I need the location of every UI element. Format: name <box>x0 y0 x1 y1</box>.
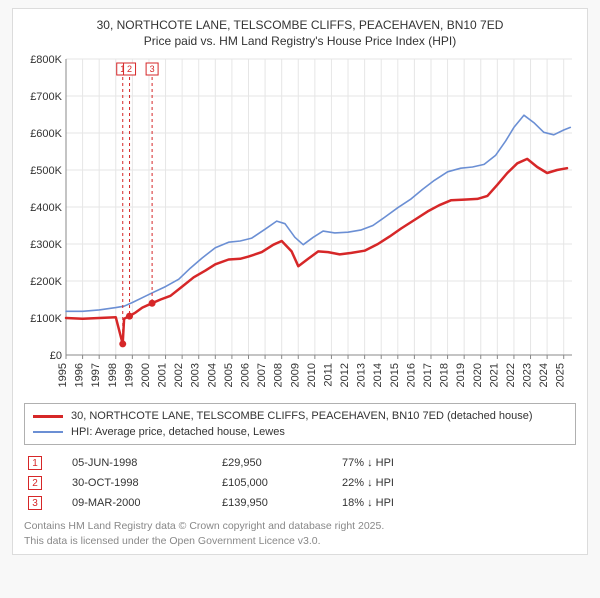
legend-label: 30, NORTHCOTE LANE, TELSCOMBE CLIFFS, PE… <box>71 410 533 422</box>
svg-text:2012: 2012 <box>339 363 351 387</box>
table-row: 3 09-MAR-2000 £139,950 18% ↓ HPI <box>24 493 576 513</box>
sale-price: £105,000 <box>222 477 342 489</box>
sales-table: 1 05-JUN-1998 £29,950 77% ↓ HPI 2 30-OCT… <box>24 453 576 513</box>
svg-text:2025: 2025 <box>555 363 567 387</box>
sale-marker-icon: 3 <box>28 496 42 510</box>
sale-date: 05-JUN-1998 <box>72 457 222 469</box>
svg-text:2007: 2007 <box>256 363 268 387</box>
svg-text:£0: £0 <box>50 350 62 362</box>
svg-text:£300K: £300K <box>30 239 62 251</box>
sale-date: 30-OCT-1998 <box>72 477 222 489</box>
svg-text:2023: 2023 <box>522 363 534 387</box>
svg-text:2019: 2019 <box>455 363 467 387</box>
attribution-line: Contains HM Land Registry data © Crown c… <box>24 519 576 533</box>
svg-text:£700K: £700K <box>30 91 62 103</box>
legend-swatch <box>33 431 63 433</box>
legend-item: 30, NORTHCOTE LANE, TELSCOMBE CLIFFS, PE… <box>33 408 567 424</box>
svg-text:1999: 1999 <box>123 363 135 387</box>
svg-text:2011: 2011 <box>322 363 334 387</box>
sale-delta: 77% ↓ HPI <box>342 457 462 469</box>
svg-text:2018: 2018 <box>439 363 451 387</box>
svg-text:£500K: £500K <box>30 165 62 177</box>
svg-text:2001: 2001 <box>157 363 169 387</box>
legend-label: HPI: Average price, detached house, Lewe… <box>71 426 285 438</box>
svg-text:2021: 2021 <box>488 363 500 387</box>
svg-text:2000: 2000 <box>140 363 152 387</box>
svg-text:1995: 1995 <box>57 363 69 387</box>
table-row: 2 30-OCT-1998 £105,000 22% ↓ HPI <box>24 473 576 493</box>
svg-text:£200K: £200K <box>30 276 62 288</box>
svg-text:2009: 2009 <box>289 363 301 387</box>
attribution: Contains HM Land Registry data © Crown c… <box>24 519 576 547</box>
chart-card: 30, NORTHCOTE LANE, TELSCOMBE CLIFFS, PE… <box>12 8 588 555</box>
sale-marker-icon: 1 <box>28 456 42 470</box>
svg-text:2013: 2013 <box>356 363 368 387</box>
svg-text:£100K: £100K <box>30 313 62 325</box>
svg-text:£600K: £600K <box>30 128 62 140</box>
title-line2: Price paid vs. HM Land Registry's House … <box>23 33 577 49</box>
svg-text:1996: 1996 <box>74 363 86 387</box>
sale-delta: 22% ↓ HPI <box>342 477 462 489</box>
svg-text:2014: 2014 <box>372 363 384 387</box>
svg-text:2005: 2005 <box>223 363 235 387</box>
title-line1: 30, NORTHCOTE LANE, TELSCOMBE CLIFFS, PE… <box>23 17 577 33</box>
svg-text:2015: 2015 <box>389 363 401 387</box>
svg-text:£800K: £800K <box>30 55 62 66</box>
svg-text:2004: 2004 <box>206 363 218 387</box>
svg-text:£400K: £400K <box>30 202 62 214</box>
svg-text:2017: 2017 <box>422 363 434 387</box>
svg-text:1997: 1997 <box>90 363 102 387</box>
svg-text:3: 3 <box>150 64 155 74</box>
svg-text:2022: 2022 <box>505 363 517 387</box>
svg-text:2020: 2020 <box>472 363 484 387</box>
svg-text:2: 2 <box>127 64 132 74</box>
svg-text:2003: 2003 <box>190 363 202 387</box>
svg-text:2010: 2010 <box>306 363 318 387</box>
attribution-line: This data is licensed under the Open Gov… <box>24 534 576 548</box>
svg-text:2008: 2008 <box>273 363 285 387</box>
legend-item: HPI: Average price, detached house, Lewe… <box>33 424 567 440</box>
legend-swatch <box>33 415 63 418</box>
sale-price: £29,950 <box>222 457 342 469</box>
svg-text:1998: 1998 <box>107 363 119 387</box>
svg-text:2006: 2006 <box>239 363 251 387</box>
line-chart: £0 £100K £200K £300K £400K £500K £600K £700K £80… <box>24 55 576 395</box>
svg-text:2002: 2002 <box>173 363 185 387</box>
table-row: 1 05-JUN-1998 £29,950 77% ↓ HPI <box>24 453 576 473</box>
svg-text:2016: 2016 <box>405 363 417 387</box>
sale-date: 09-MAR-2000 <box>72 497 222 509</box>
svg-text:2024: 2024 <box>538 363 550 387</box>
sale-delta: 18% ↓ HPI <box>342 497 462 509</box>
legend: 30, NORTHCOTE LANE, TELSCOMBE CLIFFS, PE… <box>24 403 576 445</box>
sale-marker-icon: 2 <box>28 476 42 490</box>
sale-price: £139,950 <box>222 497 342 509</box>
title-block: 30, NORTHCOTE LANE, TELSCOMBE CLIFFS, PE… <box>23 17 577 49</box>
chart-area: £0 £100K £200K £300K £400K £500K £600K £700K £80… <box>24 55 576 395</box>
